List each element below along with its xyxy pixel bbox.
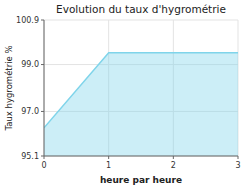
x-tick (44, 156, 45, 159)
x-axis-line (44, 156, 238, 157)
chart: 95.1 97.0 99.0 100.9 0 1 2 3 Evolution du taux d… (0, 0, 250, 188)
area (44, 53, 238, 156)
x-tick-label: 1 (106, 161, 111, 170)
x-tick (173, 156, 174, 159)
x-axis-label: heure par heure (100, 175, 182, 185)
x-tick-label: 3 (235, 161, 240, 170)
y-tick (41, 111, 44, 112)
y-tick (41, 20, 44, 21)
x-tick-label: 0 (41, 161, 46, 170)
y-tick-label: 99.0 (21, 60, 39, 69)
y-tick-label: 95.1 (21, 152, 39, 161)
grid-line (44, 20, 238, 21)
y-tick-label: 97.0 (21, 107, 39, 116)
grid-line (44, 20, 45, 156)
title: Evolution du taux d'hygrométrie (56, 3, 226, 15)
x-tick-label: 2 (171, 161, 176, 170)
y-tick-label: 100.9 (16, 16, 39, 25)
grid (44, 20, 238, 156)
plot-area (44, 53, 238, 156)
x-tick (108, 156, 109, 159)
y-axis-label: Taux hygrométrie % (4, 45, 14, 131)
axes: 95.1 97.0 99.0 100.9 0 1 2 3 (16, 16, 240, 171)
y-axis-line (44, 20, 45, 156)
line (44, 53, 238, 128)
x-tick (238, 156, 239, 159)
y-tick (41, 64, 44, 65)
grid-line (44, 156, 238, 157)
